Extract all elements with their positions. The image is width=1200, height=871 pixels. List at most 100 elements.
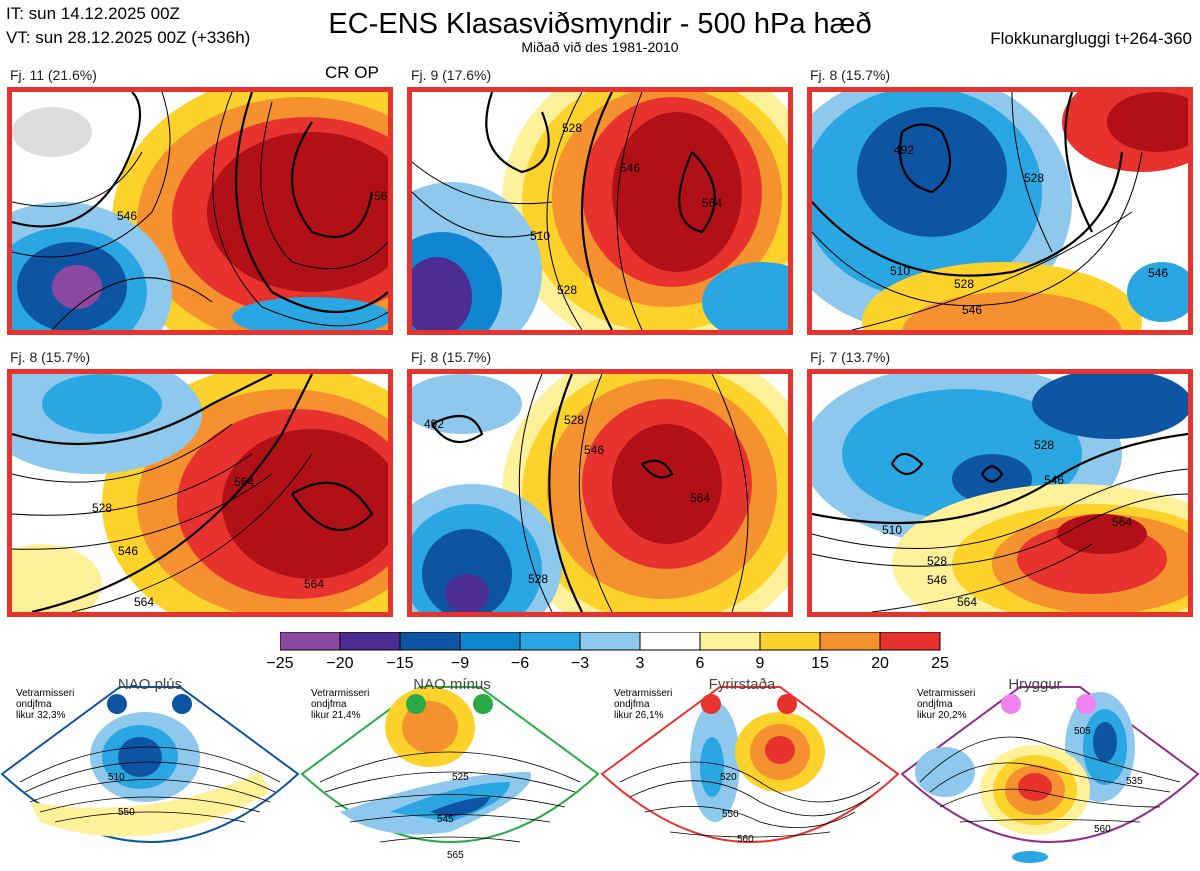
contour-label: 528 <box>1024 171 1044 185</box>
colorbar-segment <box>819 632 881 651</box>
contour-label: 546 <box>1044 473 1064 487</box>
contour-label: 505 <box>1074 726 1091 737</box>
contour-label: 528 <box>557 283 577 297</box>
regime-hryggur[interactable]: 505 535 560 <box>900 672 1200 871</box>
regime-nao-plus-title: NAO plús <box>117 676 183 693</box>
cluster-5-anomaly-map: 492 528 546 564 528 <box>412 374 788 612</box>
regime-fyrirstada-info: Vetrarmisseri ondjfma likur 26,1% <box>614 688 673 721</box>
regime-nao-plus[interactable]: 510 550 <box>0 672 300 871</box>
regime-fyrirstada-dot <box>777 694 797 714</box>
contour-label: 546 <box>1148 266 1168 280</box>
regime-fyrirstada[interactable]: 520 550 560 <box>600 672 900 871</box>
contour-label: 564 <box>304 577 324 591</box>
regime-hryggur-dot <box>1076 694 1096 714</box>
regime-nao-minus-map: 525 545 565 <box>300 686 600 861</box>
contour-label: 528 <box>528 572 548 586</box>
cluster-1-label: Fj. 11 (21.6%) <box>10 67 97 83</box>
colorbar-segment <box>519 632 581 651</box>
contour-label: 525 <box>452 772 469 783</box>
regime-nao-minus-info: Vetrarmisseri ondjfma likur 21,4% <box>311 688 370 721</box>
page-title: EC-ENS Klasasviðsmyndir - 500 hPa hæð <box>328 8 872 40</box>
colorbar-tick-label: 15 <box>811 655 829 672</box>
contour-label: 546 <box>962 303 982 317</box>
contour-label: 550 <box>118 807 135 818</box>
colorbar-tick-label: −6 <box>510 655 530 672</box>
contour-label: 535 <box>1126 776 1143 787</box>
regime-fyrirstada-dot <box>701 694 721 714</box>
colorbar-tick-label: −15 <box>386 655 414 672</box>
contour-label: 560 <box>737 834 754 845</box>
regime-nao-minus-title: NAO mínus <box>413 676 491 693</box>
cr-op-label: CR OP <box>325 63 379 82</box>
contour-label: 492 <box>894 143 914 157</box>
contour-label: 565 <box>447 850 464 861</box>
contour-label: 546 <box>117 209 137 223</box>
regime-hryggur-dot <box>1001 694 1021 714</box>
classification-window: Flokkunargluggi t+264-360 <box>990 29 1192 48</box>
cluster-2-anomaly-map: 528 546 510 528 564 <box>412 92 788 330</box>
regime-nao-plus-info: Vetrarmisseri ondjfma likur 32,3% <box>16 688 75 721</box>
contour-label: 546 <box>927 573 947 587</box>
cluster-3-map[interactable]: 492 528 510 528 546 546 <box>807 87 1193 335</box>
regime-nao-plus-dot <box>107 694 127 714</box>
colorbar-segment <box>639 632 701 651</box>
colorbar-tick-label: 25 <box>931 655 949 672</box>
contour-label: 528 <box>927 554 947 568</box>
regime-hryggur-title: Hryggur <box>1008 676 1062 693</box>
cluster-5-label: Fj. 8 (15.7%) <box>411 349 492 365</box>
cluster-4-map[interactable]: 528 546 564 564 564 <box>7 369 393 617</box>
colorbar-segment <box>459 632 521 651</box>
regime-nao-plus-map: 510 550 <box>0 686 300 843</box>
contour-label: 528 <box>1034 438 1054 452</box>
contour-label: 546 <box>620 161 640 175</box>
contour-label: 528 <box>562 121 582 135</box>
contour-label: 545 <box>437 814 454 825</box>
regime-fyrirstada-title: Fyrirstaða <box>708 676 776 693</box>
contour-label: 510 <box>530 229 550 243</box>
cluster-4-anomaly-map: 528 546 564 564 564 <box>12 374 388 612</box>
regime-nao-plus-dot <box>172 694 192 714</box>
contour-label: 492 <box>424 417 444 431</box>
contour-label: 564 <box>702 196 722 210</box>
colorbar-segment <box>759 632 821 651</box>
cluster-6-anomaly-map: 510 528 546 564 528 546 564 <box>812 374 1188 612</box>
contour-label: 546 <box>118 544 138 558</box>
cluster-1-anomaly-map: 546 56 <box>12 92 388 330</box>
regime-nao-minus-dot <box>406 694 426 714</box>
cluster-2-map[interactable]: 528 546 510 528 564 <box>407 87 793 335</box>
colorbar-segment <box>339 632 401 651</box>
contour-label: 564 <box>1112 515 1132 529</box>
colorbar-segment <box>579 632 641 651</box>
contour-label: 528 <box>92 501 112 515</box>
cluster-1-map[interactable]: 546 56 <box>7 87 393 335</box>
cluster-5-map[interactable]: 492 528 546 564 528 <box>407 369 793 617</box>
cluster-3-anomaly-map: 492 528 510 528 546 546 <box>812 92 1188 330</box>
colorbar-tick-label: −9 <box>450 655 470 672</box>
page-subtitle: Miðað við des 1981-2010 <box>521 39 679 55</box>
regime-fyrirstada-map: 520 550 560 <box>600 686 900 845</box>
anomaly-colorbar <box>280 632 941 651</box>
colorbar-segment <box>399 632 461 651</box>
contour-label: 560 <box>1094 824 1111 835</box>
colorbar-tick-label: 9 <box>755 655 765 672</box>
colorbar-tick-label: 3 <box>635 655 645 672</box>
contour-label: 510 <box>890 264 910 278</box>
regime-hryggur-info: Vetrarmisseri ondjfma likur 20,2% <box>917 688 976 721</box>
contour-label: 510 <box>108 772 125 783</box>
contour-label: 510 <box>882 523 902 537</box>
colorbar-segment <box>879 632 941 651</box>
regime-nao-minus[interactable]: 525 545 565 <box>300 672 600 871</box>
contour-label: 546 <box>584 443 604 457</box>
contour-label: 56 <box>374 189 388 203</box>
colorbar-tick-label: 20 <box>871 655 889 672</box>
regime-hryggur-map: 505 535 560 <box>900 686 1200 863</box>
cluster-3-label: Fj. 8 (15.7%) <box>810 67 891 83</box>
contour-label: 550 <box>722 809 739 820</box>
colorbar-tick-label: −20 <box>326 655 354 672</box>
colorbar-tick-label: −3 <box>570 655 590 672</box>
contour-label: 564 <box>690 491 710 505</box>
colorbar-tick-label: −25 <box>266 655 294 672</box>
cluster-6-map[interactable]: 510 528 546 564 528 546 564 <box>807 369 1193 617</box>
contour-label: 528 <box>954 277 974 291</box>
contour-label: 520 <box>720 772 737 783</box>
